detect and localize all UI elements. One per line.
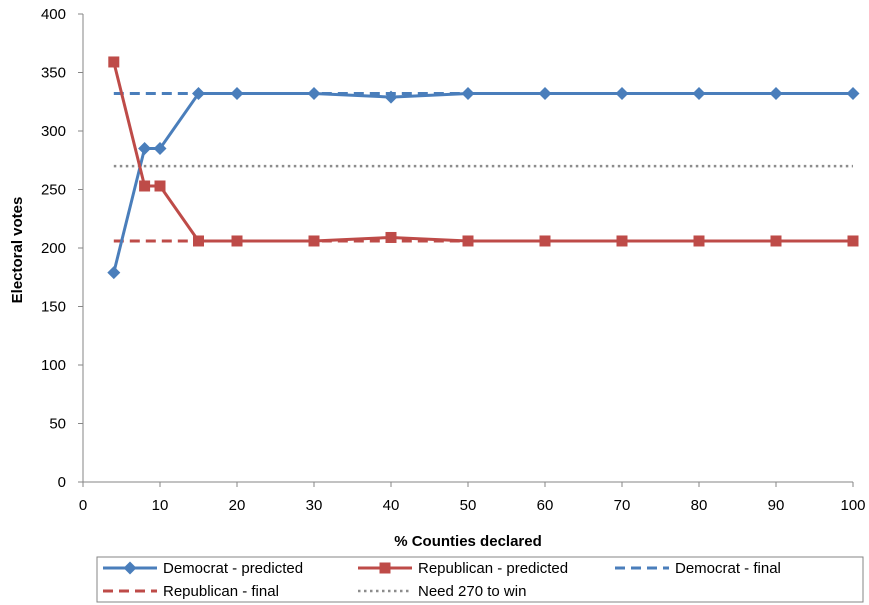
- x-tick-label: 100: [840, 497, 865, 514]
- data-point-republican-predicted: [193, 235, 204, 247]
- x-tick-label: 50: [460, 497, 477, 514]
- x-tick-label: 10: [152, 497, 169, 514]
- legend-label-need-270-to-win: Need 270 to win: [418, 583, 526, 600]
- x-tick-label: 70: [614, 497, 631, 514]
- y-tick-label: 350: [41, 65, 66, 82]
- data-point-democrat-predicted: [192, 87, 205, 101]
- data-point-democrat-predicted: [138, 142, 152, 156]
- data-point-democrat-predicted: [107, 266, 121, 280]
- y-tick-label: 250: [41, 182, 66, 199]
- y-tick-label: 100: [41, 357, 66, 374]
- x-tick-label: 80: [691, 497, 708, 514]
- x-tick-label: 0: [79, 497, 87, 514]
- data-point-republican-predicted: [462, 235, 474, 247]
- x-tick-label: 40: [383, 497, 400, 514]
- legend-label-republican-final: Republican - final: [163, 583, 279, 600]
- data-point-democrat-predicted: [615, 87, 629, 101]
- data-point-democrat-predicted: [230, 87, 244, 101]
- data-point-republican-predicted: [385, 231, 397, 243]
- legend-label-republican-predicted: Republican - predicted: [418, 560, 568, 577]
- y-tick-label: 150: [41, 299, 66, 316]
- data-point-republican-predicted: [616, 235, 628, 247]
- x-tick-label: 90: [768, 497, 785, 514]
- x-axis-title: % Counties declared: [394, 533, 542, 550]
- data-point-democrat-predicted: [538, 87, 552, 101]
- y-tick-label: 0: [58, 474, 66, 491]
- legend-marker-republican-predicted: [379, 562, 391, 574]
- legend-box: [96, 556, 864, 603]
- legend: Democrat - predicted Republican - predict…: [96, 556, 864, 603]
- y-tick-label: 300: [41, 123, 66, 140]
- x-tick-label: 20: [229, 497, 246, 514]
- data-point-republican-predicted: [108, 56, 120, 68]
- legend-label-democrat-final: Democrat - final: [675, 560, 781, 577]
- data-point-democrat-predicted: [307, 87, 321, 101]
- data-point-republican-predicted: [231, 235, 243, 247]
- data-point-democrat-predicted: [769, 87, 783, 101]
- data-point-republican-predicted: [139, 180, 151, 192]
- series-line-republican-predicted: [112, 61, 853, 243]
- data-point-republican-predicted: [308, 235, 320, 247]
- data-point-democrat-predicted: [846, 87, 860, 101]
- data-point-democrat-predicted: [461, 87, 475, 101]
- y-tick-label: 400: [41, 6, 66, 23]
- y-tick-label: 200: [41, 240, 66, 257]
- legend-label-democrat-predicted: Democrat - predicted: [163, 560, 303, 577]
- y-tick-label: 50: [49, 416, 66, 433]
- legend-marker-democrat-predicted: [123, 561, 137, 575]
- data-point-republican-predicted: [847, 235, 859, 247]
- data-point-republican-predicted: [770, 235, 782, 247]
- data-point-republican-predicted: [154, 180, 166, 192]
- y-axis-title: Electoral votes: [9, 197, 26, 304]
- data-point-democrat-predicted: [384, 90, 398, 104]
- data-point-democrat-predicted: [692, 87, 706, 101]
- data-point-republican-predicted: [693, 235, 705, 247]
- series-line-democrat-predicted: [112, 92, 853, 273]
- x-tick-label: 30: [306, 497, 323, 514]
- plot-area: 0 50 100 150 200 250 300 350 400 0 10 20 30 40 50 60 70 8…: [41, 6, 866, 514]
- data-point-republican-predicted: [539, 235, 551, 247]
- x-tick-label: 60: [537, 497, 554, 514]
- data-point-democrat-predicted: [153, 142, 167, 156]
